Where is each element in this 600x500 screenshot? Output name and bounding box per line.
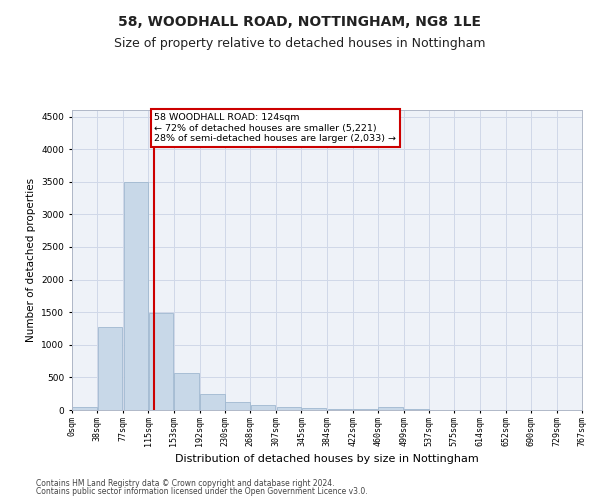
Bar [328, 408, 352, 410]
Text: Contains public sector information licensed under the Open Government Licence v3: Contains public sector information licen… [36, 487, 368, 496]
Text: 58, WOODHALL ROAD, NOTTINGHAM, NG8 1LE: 58, WOODHALL ROAD, NOTTINGHAM, NG8 1LE [119, 15, 482, 29]
Y-axis label: Number of detached properties: Number of detached properties [26, 178, 36, 342]
Bar [124, 182, 148, 410]
Text: 58 WOODHALL ROAD: 124sqm
← 72% of detached houses are smaller (5,221)
28% of sem: 58 WOODHALL ROAD: 124sqm ← 72% of detach… [154, 114, 397, 143]
X-axis label: Distribution of detached houses by size in Nottingham: Distribution of detached houses by size … [175, 454, 479, 464]
Bar [378, 406, 403, 410]
Bar [149, 314, 173, 410]
Text: Contains HM Land Registry data © Crown copyright and database right 2024.: Contains HM Land Registry data © Crown c… [36, 478, 335, 488]
Bar [174, 372, 199, 410]
Bar [302, 408, 326, 410]
Bar [98, 327, 122, 410]
Text: Size of property relative to detached houses in Nottingham: Size of property relative to detached ho… [114, 38, 486, 51]
Bar [226, 402, 250, 410]
Bar [73, 408, 97, 410]
Bar [277, 406, 301, 410]
Bar [200, 394, 224, 410]
Bar [251, 405, 275, 410]
